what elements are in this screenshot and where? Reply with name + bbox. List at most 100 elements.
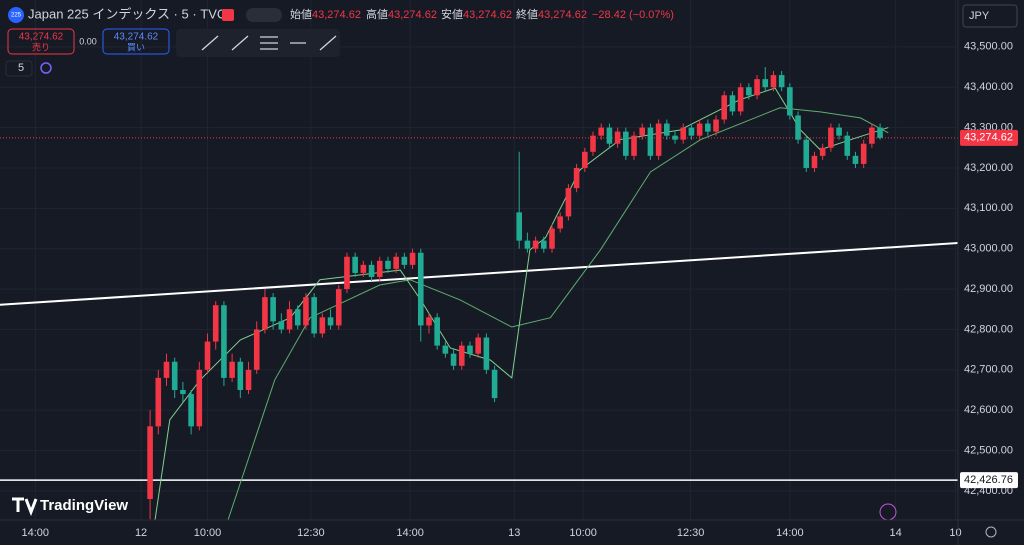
x-tick-label: 10: [949, 527, 961, 539]
candle-body: [467, 345, 473, 354]
candle-body: [590, 135, 596, 152]
candle-body: [417, 252, 424, 326]
candle-body: [311, 297, 317, 334]
y-tick-label: 43,000.00: [964, 243, 1013, 255]
candle-body: [303, 297, 309, 326]
candle-body: [180, 390, 186, 395]
x-tick-label: 10:00: [569, 527, 597, 539]
candle-body: [458, 345, 465, 366]
x-tick-label: 13: [508, 527, 520, 539]
sell-price: 43,274.62: [19, 32, 64, 43]
candle-body: [819, 147, 826, 156]
candle-body: [212, 305, 219, 342]
candle-body: [614, 131, 621, 144]
sell-label: 売り: [32, 41, 50, 52]
candle-body: [229, 361, 235, 378]
symbol[interactable]: Japan 225 インデックス · 5 · TVC: [28, 6, 226, 21]
x-tick-label: 10:00: [194, 527, 222, 539]
drawing-toolbar: [176, 29, 340, 57]
candle-body: [532, 240, 539, 249]
x-tick-label: 14:00: [776, 527, 804, 539]
candle-body: [606, 127, 613, 144]
candle-body: [565, 188, 572, 217]
candle-body: [335, 289, 342, 326]
candle-body: [286, 309, 293, 330]
candle-body: [770, 75, 777, 88]
close: 43,274.62: [538, 9, 587, 21]
candle-body: [450, 353, 457, 366]
y-tick-label: 43,500.00: [964, 41, 1013, 53]
high: 43,274.62: [388, 9, 437, 21]
candle-body: [549, 228, 555, 249]
currency-button[interactable]: [962, 4, 1018, 28]
low: 43,274.62: [463, 9, 512, 21]
candle-body: [409, 252, 416, 265]
currency: JPY: [969, 10, 990, 22]
candle-body: [778, 75, 785, 88]
candle-body: [237, 361, 244, 390]
candle-body: [262, 297, 268, 330]
candle-body: [147, 426, 153, 500]
candle-body: [171, 361, 178, 390]
brand: TradingView: [40, 497, 128, 514]
brand-logo: [12, 497, 38, 517]
sell-button[interactable]: [7, 28, 75, 55]
open: 43,274.62: [312, 9, 361, 21]
candle-body: [278, 321, 285, 330]
candle-body: [401, 256, 408, 265]
flag[interactable]: [222, 9, 234, 21]
y-tick-label: 43,100.00: [964, 202, 1013, 214]
candle-body: [688, 127, 695, 136]
drawing-tools[interactable]: [201, 35, 337, 51]
candle-body: [204, 341, 211, 370]
symbol-badge: 225: [11, 13, 22, 19]
candle-body: [540, 240, 547, 249]
interval-button[interactable]: [5, 60, 33, 77]
y-tick-label: 42,900.00: [964, 283, 1013, 295]
compare-icon[interactable]: [40, 62, 52, 74]
candle-body: [664, 123, 670, 136]
candle-body: [376, 260, 383, 277]
candle-body: [836, 127, 842, 136]
plot: [0, 0, 959, 521]
candle-body: [196, 369, 203, 427]
candle-body: [647, 127, 654, 156]
candle-body: [442, 345, 449, 354]
candle-body: [573, 167, 580, 189]
y-tick-label: 42,600.00: [964, 404, 1013, 416]
settings-icon[interactable]: [985, 526, 997, 538]
candle-body: [623, 131, 629, 156]
candle-body: [655, 123, 662, 156]
candle-body: [631, 135, 637, 156]
last-price-label: 43,274.62: [964, 132, 1013, 144]
candle-body: [188, 394, 194, 427]
buy-button[interactable]: [102, 28, 170, 55]
candle-body: [352, 256, 358, 273]
x-tick-label: 12: [135, 527, 147, 539]
last-price-tag: [960, 129, 1018, 146]
candle-body: [869, 127, 875, 144]
candle-body: [696, 123, 703, 136]
candle-body: [294, 309, 301, 326]
candle-body: [582, 151, 588, 168]
candle-body: [385, 260, 391, 269]
candle-body: [795, 115, 801, 140]
open-label: 始値: [290, 7, 312, 21]
x-tick-label: 14:00: [22, 527, 50, 539]
candle-body: [426, 317, 432, 326]
buy-label: 買い: [127, 42, 145, 52]
hline-label: 42,426.76: [964, 474, 1013, 486]
candle-body: [828, 127, 834, 148]
trend-line: [0, 242, 959, 306]
candle-body: [672, 135, 678, 140]
candle-body: [155, 377, 162, 427]
candle-body: [844, 135, 851, 156]
spread: 0.00: [79, 36, 97, 46]
indicator-pill[interactable]: [246, 8, 282, 22]
x-tick-label: 12:30: [677, 527, 705, 539]
close-label: 終値: [516, 7, 538, 21]
candle-body: [221, 305, 227, 378]
candle-body: [737, 87, 744, 112]
y-tick-label: 42,800.00: [964, 323, 1013, 335]
interval: 5: [18, 62, 24, 74]
